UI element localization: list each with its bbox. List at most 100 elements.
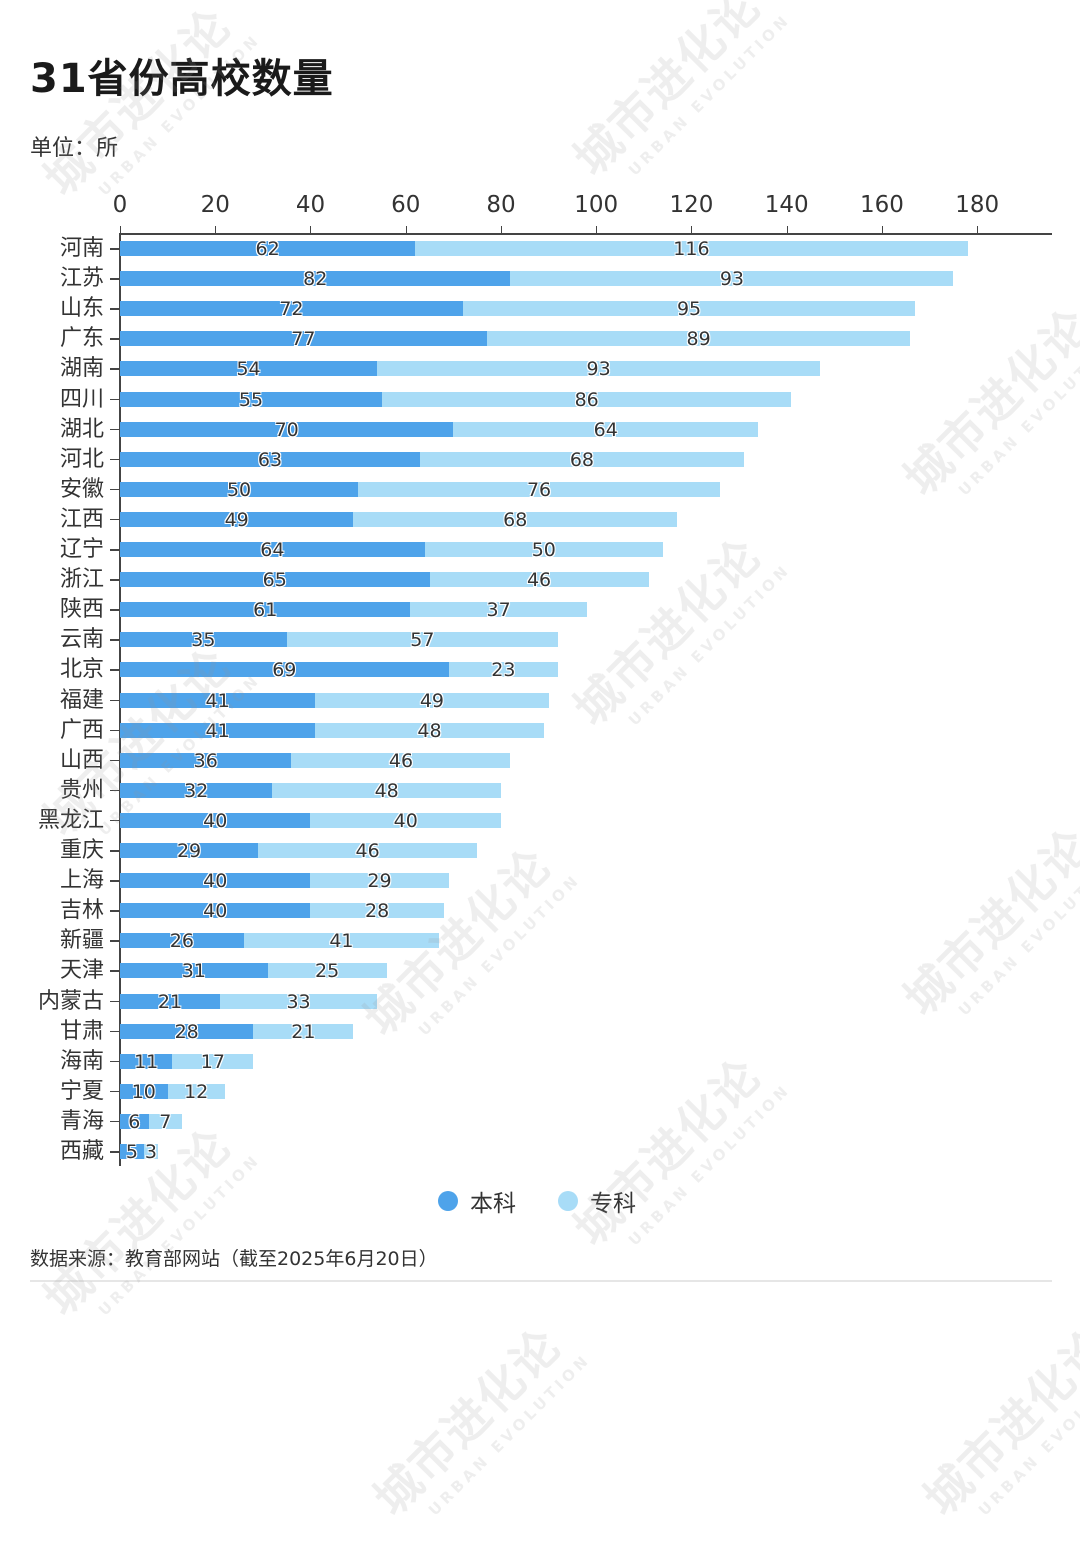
bar-segment-benke[interactable] bbox=[120, 752, 292, 768]
bar-segment-zhuanke[interactable] bbox=[172, 1053, 254, 1069]
bar-segment-benke[interactable] bbox=[120, 1144, 144, 1159]
legend-item-benke[interactable]: 本科 bbox=[438, 1184, 516, 1218]
value-label-zhuanke: 37 bbox=[486, 599, 511, 622]
province-label: 云南 bbox=[59, 627, 104, 653]
bar-segment-zhuanke[interactable] bbox=[148, 1113, 182, 1129]
bar-segment-zhuanke[interactable] bbox=[486, 331, 911, 347]
bar-segment-benke[interactable] bbox=[120, 1083, 168, 1099]
bar-segment-benke[interactable] bbox=[120, 903, 311, 919]
bar-segment-zhuanke[interactable] bbox=[167, 1083, 225, 1099]
x-tick-mark bbox=[215, 226, 217, 234]
bar-segment-zhuanke[interactable] bbox=[315, 692, 549, 708]
bar-segment-benke[interactable] bbox=[120, 812, 311, 828]
province-label: 山东 bbox=[59, 296, 104, 322]
value-label-zhuanke: 57 bbox=[410, 629, 435, 652]
bar-segment-benke[interactable] bbox=[120, 451, 420, 467]
bar-segment-zhuanke[interactable] bbox=[310, 873, 449, 889]
bar-row: 湖南 54 93 bbox=[0, 354, 1080, 384]
value-label-zhuanke: 68 bbox=[503, 508, 528, 531]
bar-segment-zhuanke[interactable] bbox=[258, 843, 478, 858]
bar-segment-zhuanke[interactable] bbox=[243, 933, 440, 949]
bar-segment-benke[interactable] bbox=[120, 271, 511, 287]
bar-segment-benke[interactable] bbox=[120, 662, 449, 678]
value-label-benke: 5 bbox=[125, 1141, 138, 1163]
bar-segment-zhuanke[interactable] bbox=[424, 542, 663, 557]
bar-segment-benke[interactable] bbox=[120, 241, 416, 256]
bar-segment-zhuanke[interactable] bbox=[462, 301, 916, 317]
value-label-zhuanke: 50 bbox=[531, 539, 556, 561]
y-tick-mark bbox=[110, 428, 119, 431]
bar-segment-benke[interactable] bbox=[120, 572, 430, 588]
province-label: 贵州 bbox=[59, 777, 104, 803]
value-label-benke: 40 bbox=[203, 900, 228, 923]
bar-segment-benke[interactable] bbox=[120, 1113, 149, 1129]
x-tick-label: 160 bbox=[859, 192, 904, 218]
bar-segment-zhuanke[interactable] bbox=[310, 812, 501, 828]
bar-segment-benke[interactable] bbox=[120, 843, 259, 858]
bar-segment-benke[interactable] bbox=[120, 361, 378, 377]
value-label-zhuanke: 68 bbox=[569, 448, 594, 471]
bar-segment-benke[interactable] bbox=[120, 632, 287, 648]
bar-segment-benke[interactable] bbox=[120, 301, 463, 317]
bar-segment-benke[interactable] bbox=[120, 692, 316, 708]
bar-segment-zhuanke[interactable] bbox=[358, 481, 720, 497]
bar-segment-benke[interactable] bbox=[120, 421, 454, 437]
bar-segment-benke[interactable] bbox=[120, 933, 244, 949]
bar-segment-zhuanke[interactable] bbox=[291, 752, 511, 768]
bar-segment-benke[interactable] bbox=[120, 542, 425, 557]
province-label: 青海 bbox=[59, 1108, 104, 1134]
bar-segment-zhuanke[interactable] bbox=[286, 632, 559, 648]
bar-segment-benke[interactable] bbox=[120, 481, 359, 497]
value-label-benke: 32 bbox=[184, 779, 209, 802]
y-tick-mark bbox=[110, 518, 119, 521]
bar-segment-zhuanke[interactable] bbox=[310, 903, 444, 919]
y-tick-mark bbox=[110, 639, 119, 641]
province-label: 新疆 bbox=[59, 928, 104, 954]
bar-segment-zhuanke[interactable] bbox=[253, 1023, 354, 1039]
y-tick-mark bbox=[110, 669, 119, 671]
value-label-benke: 40 bbox=[203, 870, 228, 893]
bar-segment-zhuanke[interactable] bbox=[453, 421, 759, 437]
bar-segment-zhuanke[interactable] bbox=[381, 391, 792, 407]
legend-label: 专科 bbox=[590, 1191, 636, 1217]
bar-segment-benke[interactable] bbox=[120, 722, 316, 738]
bar-segment-zhuanke[interactable] bbox=[510, 271, 954, 287]
bar-segment-zhuanke[interactable] bbox=[429, 572, 649, 588]
value-label-zhuanke: 89 bbox=[686, 328, 711, 351]
province-label: 宁夏 bbox=[59, 1078, 104, 1104]
value-label-benke: 41 bbox=[205, 689, 230, 712]
value-label-benke: 31 bbox=[181, 960, 206, 983]
bar-segment-benke[interactable] bbox=[120, 602, 411, 618]
bar-segment-benke[interactable] bbox=[120, 1053, 173, 1069]
bar-segment-zhuanke[interactable] bbox=[353, 511, 678, 527]
value-label-zhuanke: 23 bbox=[491, 659, 516, 682]
bar-segment-zhuanke[interactable] bbox=[220, 993, 378, 1009]
bar-segment-zhuanke[interactable] bbox=[377, 361, 820, 377]
x-axis-line bbox=[120, 233, 1052, 235]
bar-segment-zhuanke[interactable] bbox=[143, 1144, 159, 1159]
bar-segment-benke[interactable] bbox=[120, 1023, 254, 1039]
bar-segment-zhuanke[interactable] bbox=[272, 782, 501, 798]
bar-segment-benke[interactable] bbox=[120, 511, 354, 527]
bar-segment-benke[interactable] bbox=[120, 391, 382, 407]
y-tick-mark bbox=[110, 759, 119, 762]
bar-segment-zhuanke[interactable] bbox=[267, 963, 387, 979]
bar-segment-zhuanke[interactable] bbox=[410, 602, 587, 618]
bar-segment-benke[interactable] bbox=[120, 873, 311, 889]
value-label-zhuanke: 25 bbox=[315, 960, 340, 983]
bar-row: 甘肃 28 21 bbox=[0, 1017, 1080, 1047]
bar-segment-benke[interactable] bbox=[120, 331, 487, 347]
bar-segment-zhuanke[interactable] bbox=[415, 241, 968, 256]
legend-item-zhuanke[interactable]: 专科 bbox=[558, 1184, 636, 1218]
value-label-zhuanke: 116 bbox=[673, 238, 710, 260]
bar-segment-benke[interactable] bbox=[120, 782, 273, 798]
bar-segment-zhuanke[interactable] bbox=[420, 451, 744, 467]
bar-segment-benke[interactable] bbox=[120, 993, 220, 1009]
bar-segment-benke[interactable] bbox=[120, 963, 268, 979]
bar-row: 黑龙江 40 40 bbox=[0, 806, 1080, 836]
bar-segment-zhuanke[interactable] bbox=[448, 662, 559, 678]
province-label: 内蒙古 bbox=[37, 988, 104, 1014]
bar-segment-zhuanke[interactable] bbox=[315, 722, 544, 738]
bar-row: 云南 35 57 bbox=[0, 625, 1080, 655]
